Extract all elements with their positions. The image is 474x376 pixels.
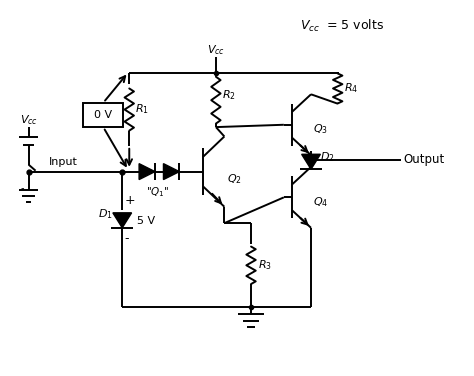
Text: $R_2$: $R_2$ bbox=[222, 89, 237, 102]
Text: $R_3$: $R_3$ bbox=[257, 258, 272, 272]
Text: $Q_3$: $Q_3$ bbox=[313, 123, 328, 136]
Text: -: - bbox=[125, 232, 129, 245]
Text: $D_2$: $D_2$ bbox=[320, 151, 335, 164]
Bar bbox=[83, 103, 123, 127]
Polygon shape bbox=[139, 164, 155, 180]
Text: $D_1$: $D_1$ bbox=[99, 207, 113, 221]
Text: $R_4$: $R_4$ bbox=[344, 82, 358, 96]
Text: $R_1$: $R_1$ bbox=[135, 103, 149, 117]
Text: "$Q_1$": "$Q_1$" bbox=[146, 185, 170, 199]
Text: Output: Output bbox=[403, 153, 445, 167]
Text: $V_{cc}$  = 5 volts: $V_{cc}$ = 5 volts bbox=[300, 18, 384, 35]
Text: $Q_4$: $Q_4$ bbox=[313, 195, 328, 209]
Text: $V_{cc}$: $V_{cc}$ bbox=[207, 43, 225, 57]
Polygon shape bbox=[164, 164, 179, 180]
Text: $V_{cc}$: $V_{cc}$ bbox=[19, 113, 37, 127]
Text: -: - bbox=[20, 183, 24, 193]
Text: +: + bbox=[125, 194, 135, 207]
Polygon shape bbox=[113, 213, 132, 228]
Text: 5 V: 5 V bbox=[137, 216, 155, 226]
Text: $Q_2$: $Q_2$ bbox=[227, 172, 242, 185]
Polygon shape bbox=[301, 154, 320, 169]
Text: Input: Input bbox=[49, 157, 78, 167]
Text: 0 V: 0 V bbox=[94, 110, 112, 120]
